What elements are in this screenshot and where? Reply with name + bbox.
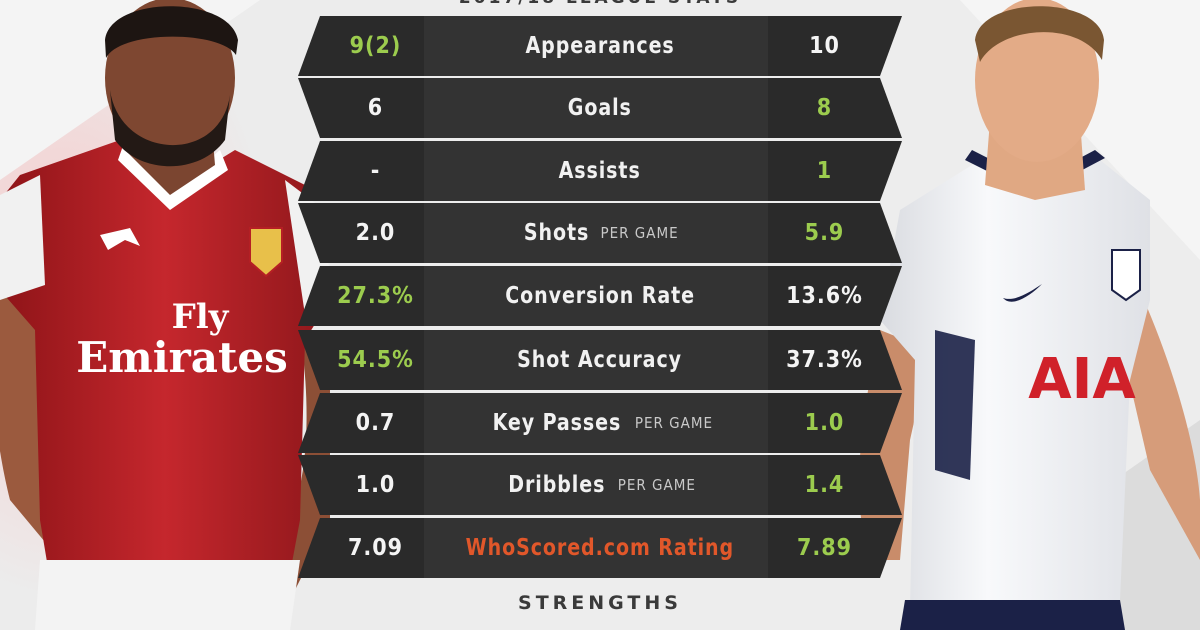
stat-row-bar [298,455,902,515]
stat-row-bar [298,393,902,453]
stat-row-bar [298,16,902,76]
sponsor-line1-text: Fly [172,297,230,337]
stat-label: Shot Accuracy [517,347,683,373]
right-player-value: 10 [809,33,840,59]
stat-label-cell: Assists [453,141,747,201]
stat-row: - Assists 1 [298,141,902,201]
stat-label: Shots [524,220,590,246]
stat-row: 9(2) Appearances 10 [298,16,902,76]
stat-label: WhoScored.com Rating [465,535,735,561]
stat-label: Appearances [525,33,675,59]
stat-label-cell: Shots PER GAME [453,203,747,263]
stat-row-bar [298,78,902,138]
stat-label: Key Passes [492,410,622,436]
stat-row: 6 Goals 8 [298,78,902,138]
right-player-value: 13.6% [786,283,863,309]
stat-label: Dribbles [508,472,606,498]
right-player-value: 1.0 [804,410,845,436]
right-player-figure [859,0,1200,630]
left-player-value: 54.5% [337,347,414,373]
stat-row: 7.09 WhoScored.com Rating 7.89 [298,518,902,578]
stat-row: 54.5% Shot Accuracy 37.3% [298,330,902,390]
left-player-value: 1.0 [355,472,396,498]
stat-row-bar [298,330,902,390]
stat-row-bar [298,266,902,326]
left-player-value: 27.3% [337,283,414,309]
stat-label-cell: WhoScored.com Rating [453,518,747,578]
stat-label-suffix: PER GAME [617,476,696,494]
right-player-value: 1.4 [804,472,845,498]
stat-row: 27.3% Conversion Rate 13.6% [298,266,902,326]
stat-row-bar [298,203,902,263]
sponsor-line2-text: Emirates [76,333,288,382]
left-player-value: 0.7 [355,410,396,436]
stat-row-bar [298,518,902,578]
right-player-value: 7.89 [796,535,853,561]
left-player-figure [0,0,335,630]
left-player-value: 2.0 [355,220,396,246]
stat-label-suffix: PER GAME [600,224,679,242]
stat-row: 0.7 Key Passes PER GAME 1.0 [298,393,902,453]
right-player-value: 5.9 [804,220,845,246]
left-player-value: 9(2) [349,33,402,59]
stats-header: 2017/18 LEAGUE STATS [300,0,900,8]
stat-label-cell: Goals [453,78,747,138]
right-player-value: 1 [816,158,833,184]
stat-label-cell: Conversion Rate [453,266,747,326]
stat-label: Conversion Rate [505,283,695,309]
stat-row-bar [298,141,902,201]
stat-label-suffix: PER GAME [634,414,714,432]
right-player-value: 8 [816,95,833,121]
stat-label-cell: Key Passes PER GAME [453,393,747,453]
stat-label: Goals [567,95,632,121]
stat-label-cell: Shot Accuracy [453,330,747,390]
right-player-value: 37.3% [786,347,863,373]
stat-row: 1.0 Dribbles PER GAME 1.4 [298,455,902,515]
stat-row: 2.0 Shots PER GAME 5.9 [298,203,902,263]
sponsor-text-right: AIA [1028,347,1136,412]
strengths-heading: STRENGTHS [518,592,682,614]
stat-label: Assists [558,158,642,184]
left-player-value: - [370,158,381,184]
left-player-value: 6 [367,95,384,121]
stat-label-cell: Dribbles PER GAME [453,455,747,515]
stat-label-cell: Appearances [453,16,747,76]
left-player-value: 7.09 [347,535,404,561]
